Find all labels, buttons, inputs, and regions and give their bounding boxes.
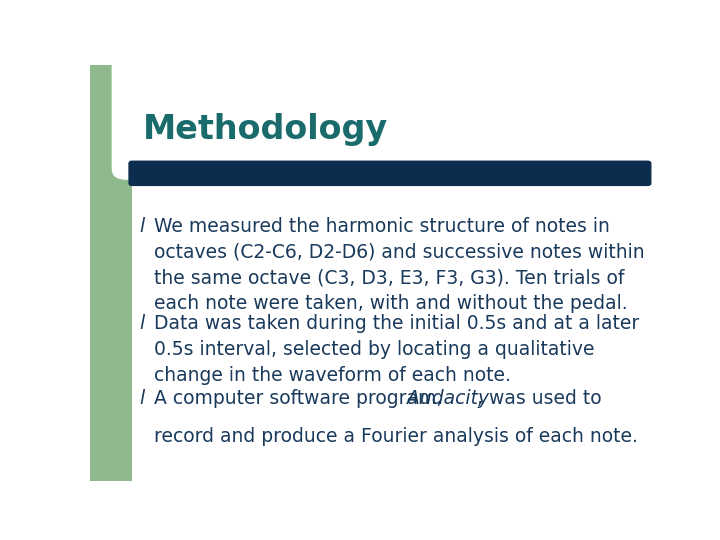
Text: l: l bbox=[139, 217, 144, 235]
Bar bbox=[90, 65, 132, 481]
FancyBboxPatch shape bbox=[112, 55, 662, 179]
Text: Methodology: Methodology bbox=[143, 113, 388, 146]
Bar bbox=[132, 183, 648, 481]
Text: Data was taken during the initial 0.5s and at a later
0.5s interval, selected by: Data was taken during the initial 0.5s a… bbox=[154, 314, 639, 385]
Text: Audacity: Audacity bbox=[407, 389, 489, 408]
FancyBboxPatch shape bbox=[129, 161, 651, 185]
Text: l: l bbox=[139, 314, 144, 333]
Text: A computer software program,: A computer software program, bbox=[154, 389, 449, 408]
Text: l: l bbox=[139, 389, 144, 408]
Text: , was used to: , was used to bbox=[477, 389, 601, 408]
Text: We measured the harmonic structure of notes in
octaves (C2-C6, D2-D6) and succes: We measured the harmonic structure of no… bbox=[154, 217, 645, 313]
Text: record and produce a Fourier analysis of each note.: record and produce a Fourier analysis of… bbox=[154, 427, 638, 446]
